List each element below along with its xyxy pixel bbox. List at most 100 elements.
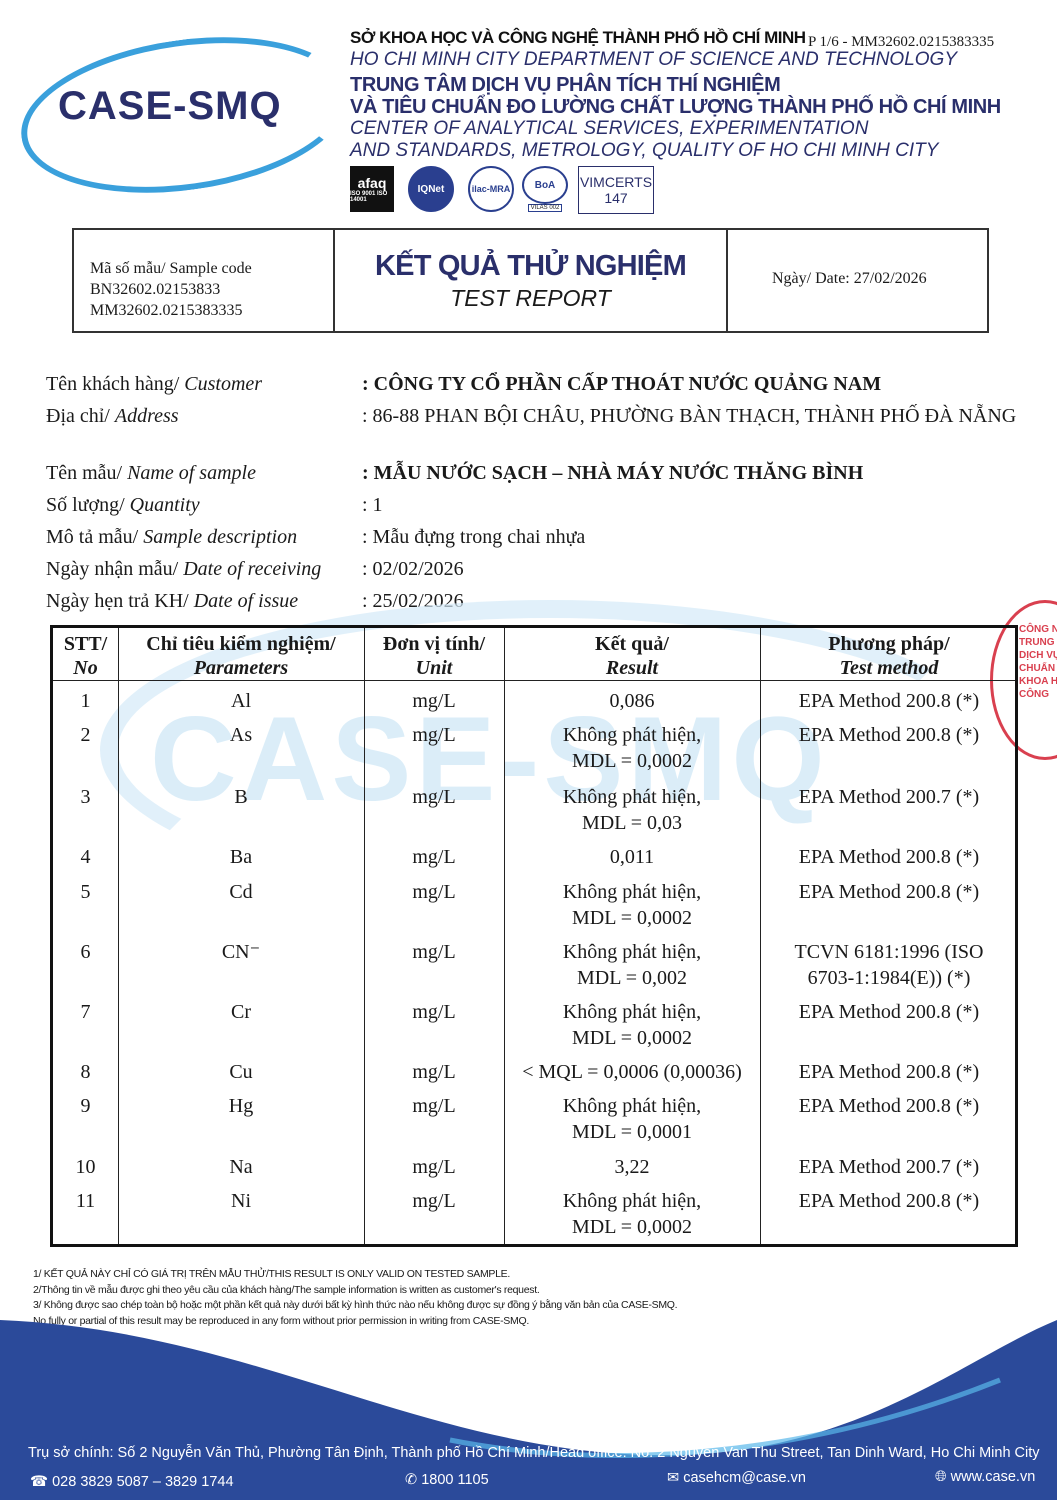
cell-no: 3 [53, 784, 118, 810]
vimcerts-badge: VIMCERTS 147 [578, 166, 654, 214]
email-link[interactable]: casehcm@case.vn [683, 1470, 806, 1486]
info-label-en: Date of issue [193, 590, 299, 612]
result-text: 3,22 [614, 1156, 650, 1178]
header-en: No [73, 657, 98, 679]
param-text: CN⁻ [221, 941, 261, 963]
method-text: EPA Method 200.8 (*) [798, 846, 980, 868]
no-text: 3 [80, 786, 91, 808]
note-2: 2/Thông tin về mẫu được ghi theo yêu cầu… [33, 1284, 540, 1296]
info-label: Ngày nhận mẫu/ Date of receiving [46, 558, 321, 581]
cell-method: TCVN 6181:1996 (ISO 6703-1:1984(E)) (*) [760, 939, 1018, 991]
header-vi: Đơn vị tính/ [382, 633, 486, 655]
cell-param: Cu [118, 1059, 364, 1085]
cell-param: CN⁻ [118, 939, 364, 965]
info-label-en: Date of receiving [183, 558, 322, 580]
cell-method: EPA Method 200.7 (*) [760, 1154, 1018, 1180]
footer-website[interactable]: 🌐︎ www.case.vn [935, 1469, 1035, 1485]
sample-code-2: MM32602.0215383335 [90, 302, 243, 319]
dept-en: HO CHI MINH CITY DEPARTMENT OF SCIENCE A… [350, 49, 958, 70]
no-text: 1 [80, 690, 91, 712]
result-mdl: MDL = 0,0002 [572, 907, 692, 929]
footer-email[interactable]: ✉ casehcm@case.vn [667, 1470, 806, 1486]
unit-text: mg/L [412, 724, 456, 746]
column-header: Chỉ tiêu kiểm nghiệm/Parameters [118, 632, 364, 680]
info-label-vi: Số lượng/ [46, 494, 130, 516]
note-4: No fully or partial of this result may b… [33, 1315, 529, 1327]
info-label-en: Quantity [129, 494, 200, 516]
center-vi-2: VÀ TIÊU CHUẨN ĐO LƯỜNG CHẤT LƯỢNG THÀNH … [350, 96, 1001, 118]
cell-no: 2 [53, 722, 118, 748]
method-text: EPA Method 200.7 (*) [798, 786, 980, 808]
result-mdl: MDL = 0,0002 [572, 1027, 692, 1049]
method-text: EPA Method 200.8 (*) [798, 724, 980, 746]
info-value: : MẪU NƯỚC SẠCH – NHÀ MÁY NƯỚC THĂNG BÌN… [362, 462, 864, 484]
cell-no: 9 [53, 1093, 118, 1119]
afaq-logo: afaq ISO 9001 ISO 14001 [350, 166, 394, 212]
center-en-1: CENTER OF ANALYTICAL SERVICES, EXPERIMEN… [350, 118, 869, 139]
dept-vi: SỞ KHOA HỌC VÀ CÔNG NGHỆ THÀNH PHỐ HỒ CH… [350, 28, 806, 47]
no-text: 10 [75, 1156, 96, 1178]
cell-method: EPA Method 200.8 (*) [760, 879, 1018, 905]
info-value: : CÔNG TY CỔ PHẦN CẤP THOÁT NƯỚC QUẢNG N… [362, 373, 882, 395]
report-title-box: Mã số mẫu/ Sample code BN32602.02153833 … [72, 228, 989, 333]
cell-result: Không phát hiện, MDL = 0,0002 [504, 879, 760, 931]
no-text: 4 [80, 846, 91, 868]
method-text: EPA Method 200.8 (*) [798, 881, 980, 903]
cell-unit: mg/L [364, 844, 504, 870]
phone-icon: ☎ [30, 1474, 53, 1490]
cell-param: Cr [118, 999, 364, 1025]
result-text: Không phát hiện, [562, 724, 702, 746]
info-value: : Mẫu đựng trong chai nhựa [362, 526, 586, 548]
footer-phone: ☎ 028 3829 5087 – 3829 1744 [30, 1474, 234, 1490]
no-text: 8 [80, 1061, 91, 1083]
footer-hotline: ✆ 1800 1105 [405, 1472, 489, 1488]
no-text: 2 [80, 724, 91, 746]
param-text: Cu [229, 1061, 253, 1083]
method-text: EPA Method 200.8 (*) [798, 1190, 980, 1212]
unit-text: mg/L [412, 846, 456, 868]
cell-result: 0,086 [504, 688, 760, 714]
result-text: Không phát hiện, [562, 1190, 702, 1212]
cell-method: EPA Method 200.8 (*) [760, 1059, 1018, 1085]
result-text: < MQL = 0,0006 (0,00036) [522, 1061, 742, 1083]
afaq-text: afaq [357, 175, 387, 191]
report-date: Ngày/ Date: 27/02/2026 [772, 270, 927, 287]
column-header: Kết quả/Result [504, 632, 760, 680]
method-text: TCVN 6181:1996 (ISO [794, 941, 984, 963]
result-text: Không phát hiện, [562, 786, 702, 808]
info-label-vi: Tên mẫu/ [46, 462, 128, 484]
note-1: 1/ KẾT QUẢ NÀY CHỈ CÓ GIÁ TRỊ TRÊN MẪU T… [33, 1268, 510, 1280]
param-text: B [234, 786, 248, 808]
cell-result: 3,22 [504, 1154, 760, 1180]
param-text: Hg [228, 1095, 254, 1117]
phone-number: 028 3829 5087 – 3829 1744 [52, 1474, 234, 1490]
result-text: 0,011 [609, 846, 655, 868]
cell-method: EPA Method 200.8 (*) [760, 1093, 1018, 1119]
param-text: Na [229, 1156, 253, 1178]
vimcerts-number: 147 [604, 190, 628, 206]
method-text: EPA Method 200.7 (*) [798, 1156, 980, 1178]
cell-unit: mg/L [364, 722, 504, 748]
info-label: Địa chỉ/ Address [46, 405, 179, 428]
param-text: Al [231, 690, 251, 712]
result-mdl: MDL = 0,03 [582, 812, 682, 834]
result-text: Không phát hiện, [562, 1095, 702, 1117]
center-vi-1: TRUNG TÂM DỊCH VỤ PHÂN TÍCH THÍ NGHIỆM [350, 74, 781, 96]
no-text: 7 [80, 1001, 91, 1023]
unit-text: mg/L [412, 1095, 456, 1117]
header-vi: STT/ [63, 633, 108, 655]
info-label-en: Sample description [143, 526, 298, 548]
cell-result: Không phát hiện, MDL = 0,0001 [504, 1093, 760, 1145]
result-mdl: MDL = 0,0002 [572, 750, 692, 772]
unit-text: mg/L [412, 1001, 456, 1023]
unit-text: mg/L [412, 1061, 456, 1083]
info-label-vi: Ngày hẹn trả KH/ [46, 590, 194, 612]
website-link[interactable]: www.case.vn [950, 1469, 1036, 1485]
header-en: Result [605, 657, 659, 679]
watermark: CASE-SMQ [150, 692, 829, 826]
cell-unit: mg/L [364, 1188, 504, 1214]
info-label-vi: Mô tả mẫu/ [46, 526, 144, 548]
results-table: STT/No Chỉ tiêu kiểm nghiệm/Parameters Đơn… [50, 625, 1018, 1247]
info-label-vi: Ngày nhận mẫu/ [46, 558, 184, 580]
report-title-vi: KẾT QUẢ THỬ NGHIỆM [375, 250, 687, 282]
